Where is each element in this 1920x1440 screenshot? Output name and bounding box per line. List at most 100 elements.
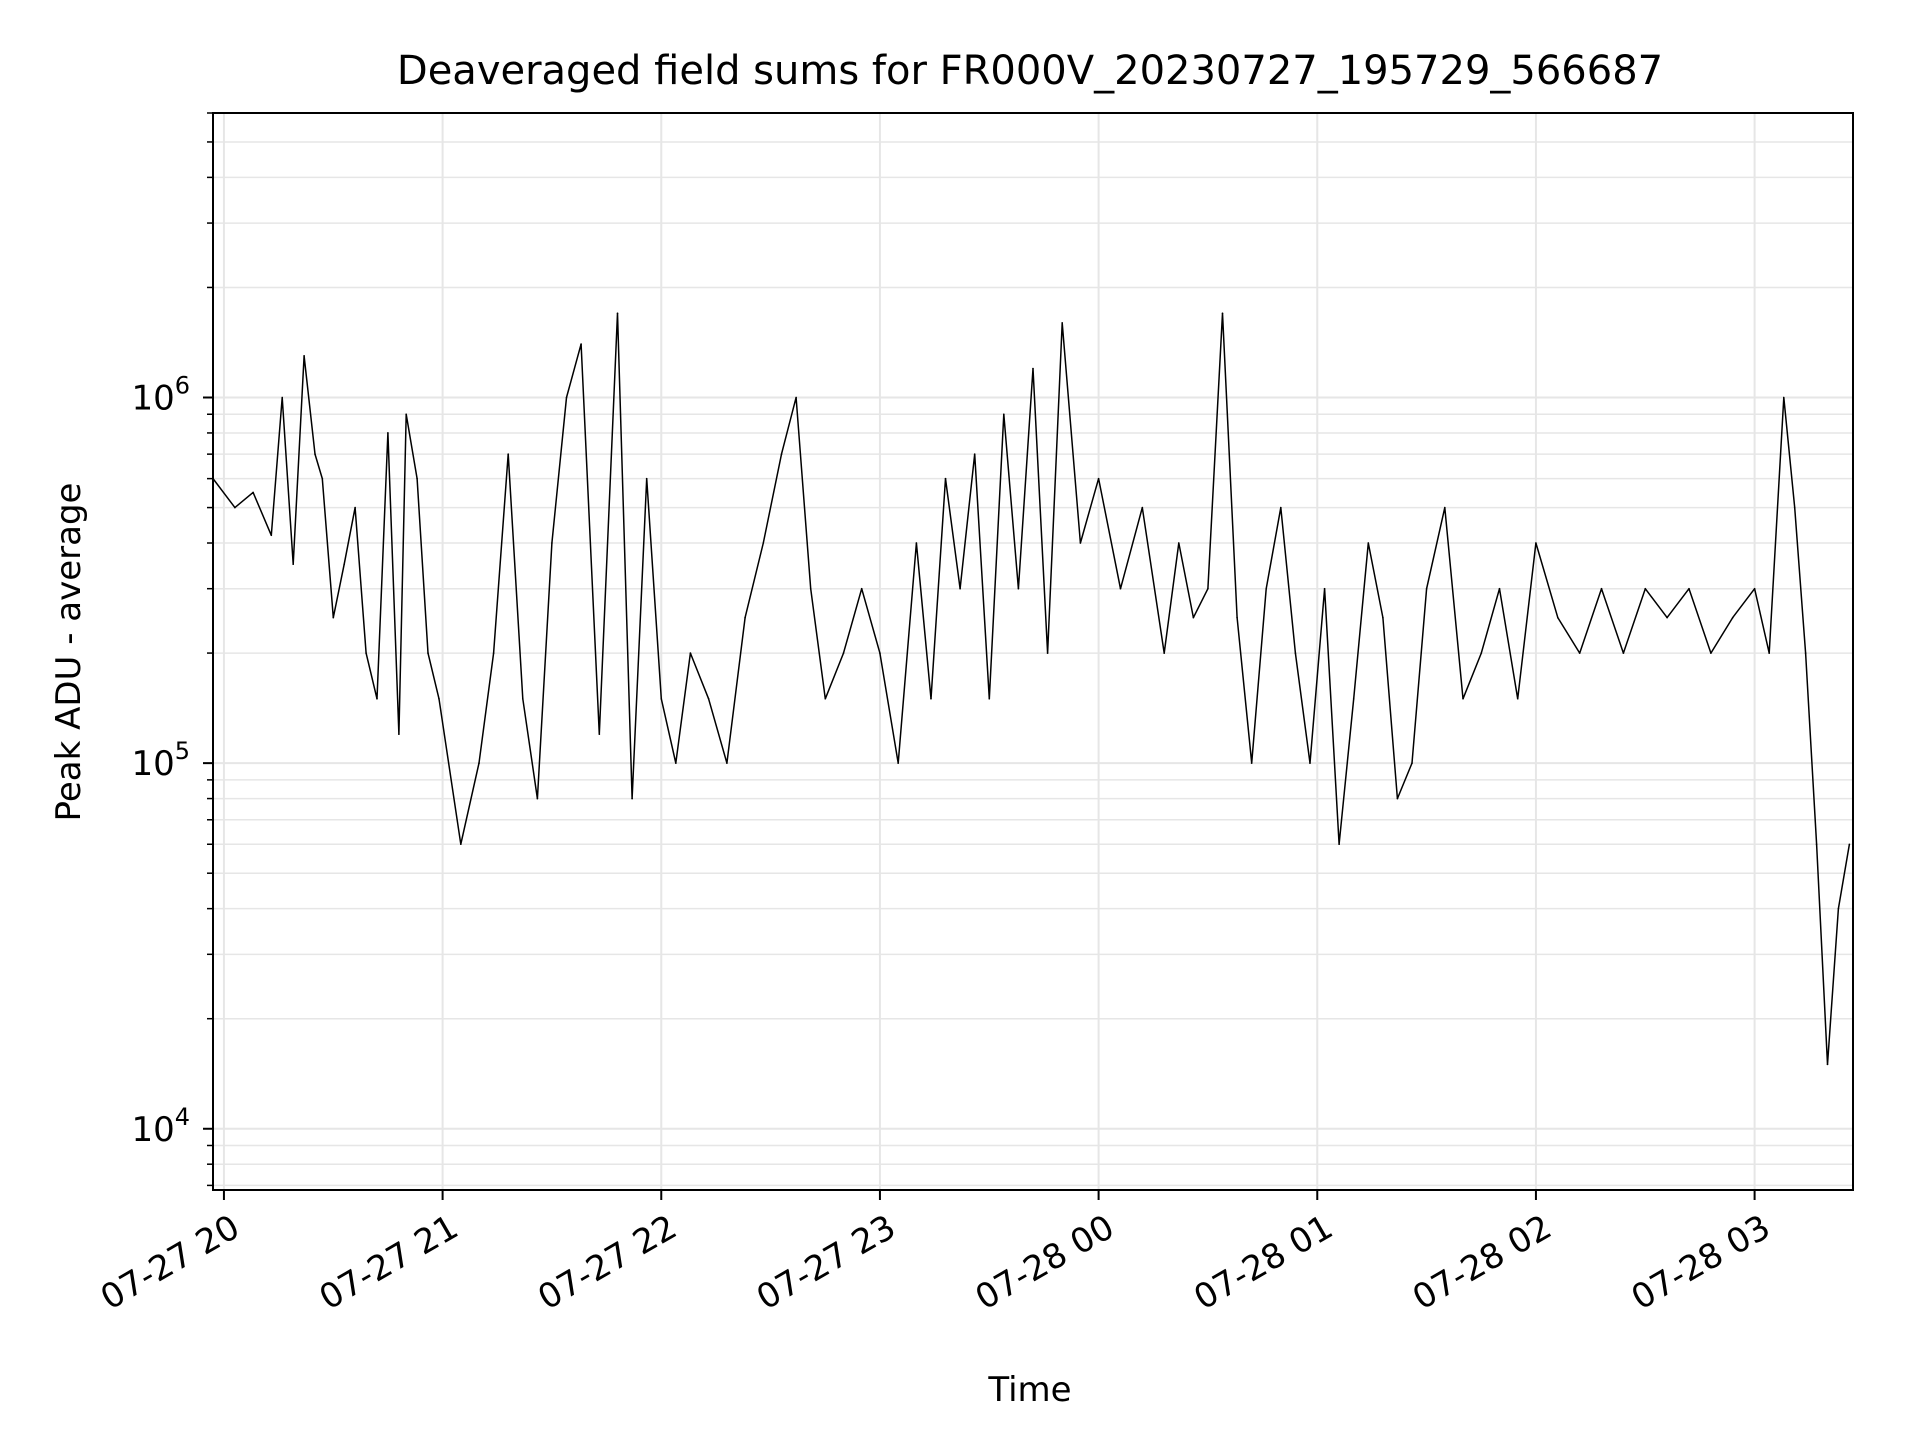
data-point — [1352, 697, 1355, 700]
data-point — [580, 343, 582, 345]
data-point — [795, 396, 797, 399]
data-point — [1753, 587, 1756, 590]
data-point — [234, 506, 236, 509]
data-point — [707, 697, 710, 700]
data-point — [398, 733, 400, 735]
data-point — [1265, 587, 1268, 590]
data-point — [1382, 616, 1384, 619]
data-point — [988, 697, 991, 700]
plot-area — [213, 312, 1851, 1066]
data-point — [1396, 797, 1399, 800]
x-axis-label: Time — [987, 1370, 1071, 1410]
chart-title: Deaveraged field sums for FR000V_2023072… — [397, 48, 1663, 94]
data-point — [1768, 652, 1770, 654]
data-point — [354, 506, 356, 509]
data-point — [1323, 587, 1326, 590]
data-point — [1177, 542, 1180, 544]
data-point — [314, 453, 316, 455]
data-point — [809, 587, 812, 590]
data-point — [507, 453, 510, 455]
data-point — [598, 733, 601, 735]
data-point — [1079, 542, 1082, 544]
data-point — [1516, 697, 1519, 700]
data-point — [915, 542, 918, 544]
data-point — [303, 355, 305, 357]
y-axis: 104 105 106 — [131, 112, 213, 1187]
data-point — [1280, 506, 1282, 509]
data-point — [1498, 587, 1501, 590]
data-point — [551, 542, 553, 544]
data-point — [1221, 312, 1224, 315]
data-point — [1425, 587, 1428, 590]
data-point — [1666, 616, 1668, 619]
data-point — [1119, 587, 1122, 590]
data-point — [1793, 506, 1796, 509]
data-point — [1411, 762, 1413, 764]
data-point — [427, 652, 429, 654]
data-point — [689, 652, 692, 654]
data-point — [1815, 843, 1818, 846]
y-axis-label: Peak ADU - average — [49, 483, 89, 822]
data-point — [1848, 843, 1851, 846]
data-point — [405, 413, 407, 416]
data-point — [1688, 587, 1690, 590]
data-point — [930, 697, 932, 700]
data-point — [478, 762, 480, 764]
data-point — [897, 762, 899, 764]
y-tick-label: 104 — [131, 1103, 190, 1150]
data-point — [1480, 652, 1483, 654]
data-point — [645, 477, 648, 480]
data-point — [824, 697, 827, 700]
plot-frame — [212, 112, 1854, 1191]
data-point — [1462, 697, 1464, 700]
data-point — [1163, 652, 1165, 654]
data-point — [1141, 506, 1144, 509]
data-point — [631, 797, 633, 800]
data-point — [860, 587, 863, 590]
data-point — [438, 697, 440, 700]
data-point — [565, 396, 568, 399]
data-point — [1557, 616, 1559, 619]
data-point — [1535, 542, 1537, 544]
data-point — [1046, 652, 1049, 654]
data-point — [1294, 652, 1297, 654]
data-point — [616, 312, 619, 315]
data-point — [1622, 652, 1625, 654]
data-point — [1061, 322, 1063, 324]
data-point — [281, 396, 284, 399]
y-tick-label: 106 — [131, 372, 190, 419]
data-point — [460, 843, 462, 846]
data-point — [321, 477, 324, 480]
data-point — [1600, 587, 1603, 590]
data-point — [1444, 506, 1446, 509]
data-point — [343, 563, 346, 566]
data-point — [660, 697, 663, 700]
data-point — [1837, 907, 1840, 910]
data-point — [879, 652, 881, 654]
data-point — [1207, 587, 1209, 590]
data-point — [1804, 652, 1807, 654]
data-point — [744, 616, 746, 619]
data-point — [1236, 616, 1238, 619]
data-point — [1032, 367, 1034, 370]
data-point — [521, 697, 524, 700]
y-tick-label: 105 — [131, 737, 190, 784]
data-point — [1250, 762, 1253, 764]
data-point — [1782, 396, 1785, 399]
data-point — [1578, 652, 1581, 654]
data-point — [726, 762, 728, 764]
data-point — [675, 762, 677, 764]
data-point — [1826, 1063, 1829, 1066]
data-point — [332, 616, 335, 619]
data-point — [944, 477, 947, 480]
data-point — [1097, 477, 1100, 480]
data-point — [416, 477, 418, 480]
data-point — [365, 652, 367, 654]
data-point — [1367, 542, 1370, 544]
data-point — [387, 432, 389, 434]
data-point — [1710, 652, 1712, 654]
data-point — [1338, 843, 1340, 846]
data-point — [959, 587, 961, 590]
data-point — [1017, 587, 1020, 590]
